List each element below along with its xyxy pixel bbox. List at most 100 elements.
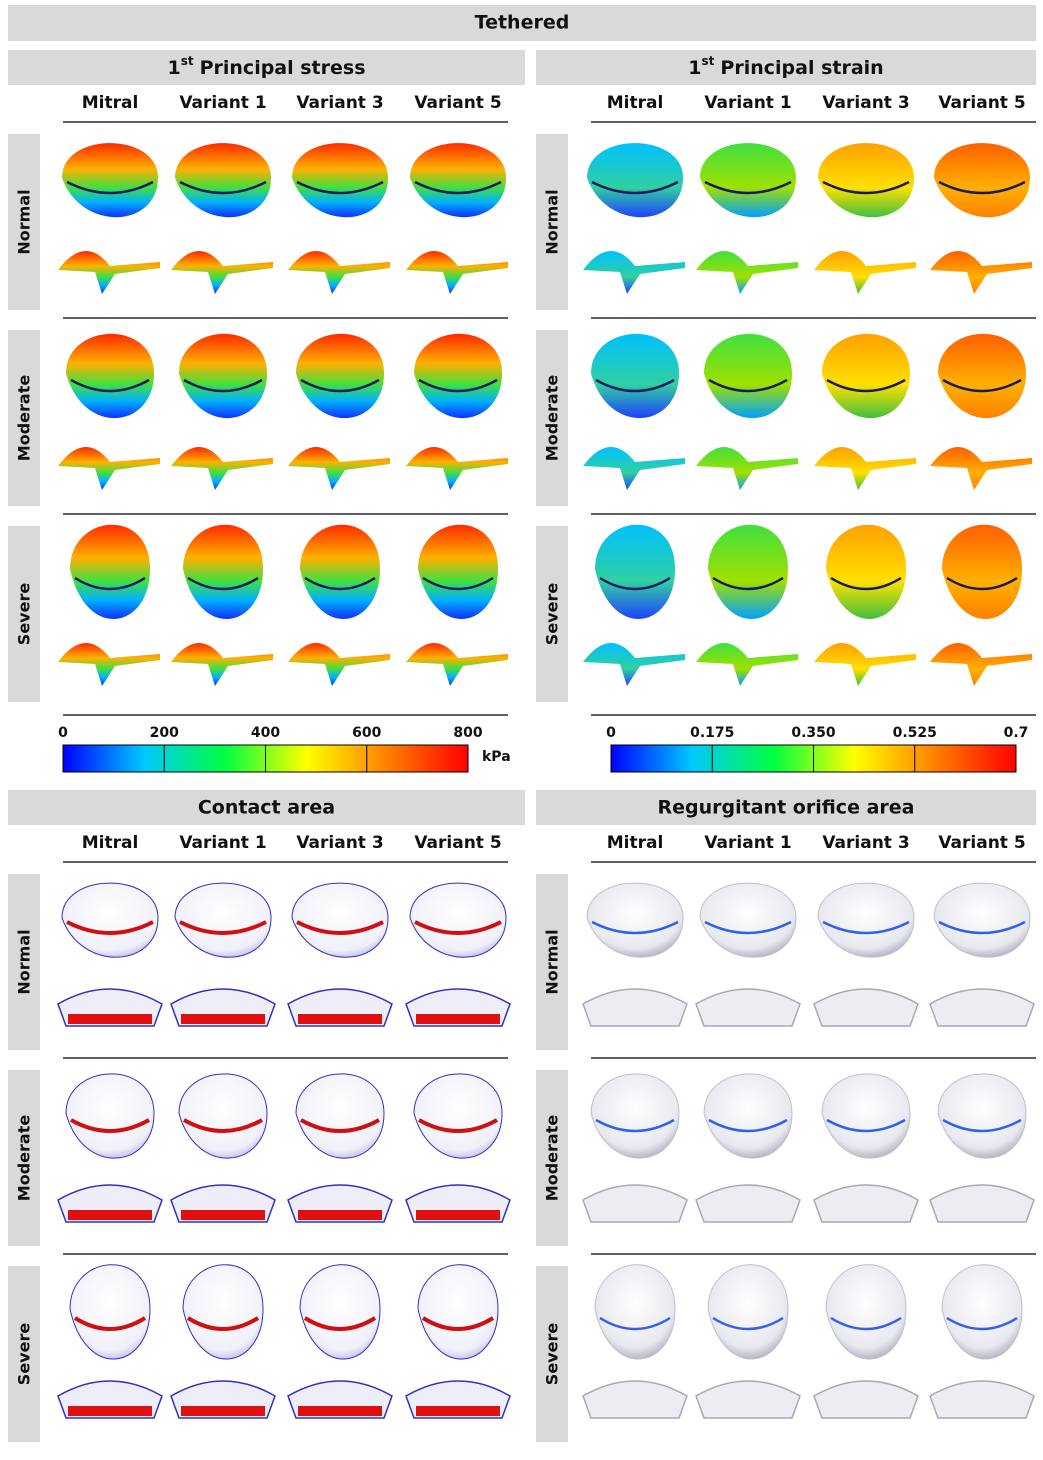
valve-side-view: [814, 1185, 918, 1222]
title-text: Principal stress: [200, 57, 366, 79]
valve-side-view: [58, 643, 160, 686]
valve-side-view: [814, 1381, 918, 1418]
column-label: Variant 5: [938, 93, 1025, 113]
valve-top-view: [410, 143, 506, 217]
valve-side-view: [814, 989, 918, 1026]
valve-top-view: [595, 525, 675, 619]
valve-top-view: [296, 334, 384, 418]
valve-top-view: [934, 143, 1030, 217]
column-label: Mitral: [82, 833, 139, 853]
column-label: Variant 3: [822, 833, 909, 853]
valve-side-view: [814, 643, 916, 686]
valve-side-view: [814, 251, 916, 294]
column-label: Variant 3: [822, 93, 909, 113]
valve-top-view: [70, 1265, 150, 1359]
valve-side-view: [696, 1381, 800, 1418]
title-number: 1: [688, 57, 701, 79]
column-label: Mitral: [82, 93, 139, 113]
valve-side-view: [930, 447, 1032, 490]
valve-side-view: [696, 989, 800, 1026]
figure-title: Tethered: [475, 12, 570, 34]
valve-top-view: [414, 1074, 502, 1158]
valve-top-view: [822, 1074, 910, 1158]
column-label: Mitral: [607, 93, 664, 113]
valve-top-view: [296, 1074, 384, 1158]
contact-band: [298, 1014, 382, 1024]
valve-side-view: [583, 1185, 687, 1222]
valve-top-view: [708, 1265, 788, 1359]
row-label: Normal: [15, 189, 34, 254]
valve-top-view: [414, 334, 502, 418]
valve-side-view: [583, 989, 687, 1026]
valve-side-view: [583, 1381, 687, 1418]
contact-band: [68, 1210, 152, 1220]
valve-side-view: [171, 643, 273, 686]
colorbar-tick-label: 800: [453, 725, 482, 741]
column-label: Variant 3: [296, 833, 383, 853]
valve-side-view: [583, 251, 685, 294]
row-label: Normal: [15, 929, 34, 994]
valve-top-view: [704, 334, 792, 418]
valve-side-view: [696, 1185, 800, 1222]
colorbar-tick-label: 600: [352, 725, 381, 741]
valve-top-view: [70, 525, 150, 619]
valve-side-view: [288, 251, 390, 294]
valve-top-view: [591, 1074, 679, 1158]
colorbar-tick-label: 0.525: [893, 725, 937, 741]
valve-top-view: [183, 525, 263, 619]
colorbar-tick-label: 0: [606, 725, 616, 741]
valve-top-view: [826, 525, 906, 619]
valve-side-view: [930, 643, 1032, 686]
valve-top-view: [818, 143, 914, 217]
colorbar-tick-label: 0: [58, 725, 68, 741]
contact-band: [68, 1014, 152, 1024]
valve-top-view: [591, 334, 679, 418]
valve-top-view: [826, 1265, 906, 1359]
valve-top-view: [818, 883, 914, 957]
valve-top-view: [183, 1265, 263, 1359]
valve-top-view: [938, 1074, 1026, 1158]
row-label: Moderate: [543, 375, 562, 462]
row-label: Moderate: [543, 1115, 562, 1202]
valve-top-view: [704, 1074, 792, 1158]
valve-side-view: [58, 447, 160, 490]
column-label: Variant 1: [179, 833, 266, 853]
valve-top-view: [410, 883, 506, 957]
valve-side-view: [930, 1185, 1034, 1222]
contact-band: [416, 1210, 500, 1220]
title-text: Principal strain: [720, 57, 883, 79]
valve-side-view: [930, 251, 1032, 294]
colorbar-unit: kPa: [482, 749, 511, 765]
valve-top-view: [179, 1074, 267, 1158]
valve-side-view: [406, 643, 508, 686]
valve-side-view: [696, 643, 798, 686]
valve-top-view: [179, 334, 267, 418]
colorbar-tick-label: 400: [251, 725, 280, 741]
valve-top-view: [700, 143, 796, 217]
title-superscript: st: [181, 54, 194, 68]
row-label: Severe: [15, 583, 34, 646]
valve-top-view: [700, 883, 796, 957]
valve-side-view: [288, 447, 390, 490]
colorbar-tick-label: 0.7: [1004, 725, 1029, 741]
row-label: Severe: [543, 583, 562, 646]
contact-band: [181, 1014, 265, 1024]
contact-band: [181, 1210, 265, 1220]
column-label: Variant 1: [704, 93, 791, 113]
valve-top-view: [418, 1265, 498, 1359]
valve-top-view: [292, 883, 388, 957]
valve-top-view: [300, 525, 380, 619]
valve-top-view: [587, 883, 683, 957]
title-superscript: st: [702, 54, 715, 68]
valve-side-view: [930, 989, 1034, 1026]
colorbar-tick-label: 0.175: [690, 725, 734, 741]
valve-top-view: [66, 334, 154, 418]
valve-side-view: [58, 251, 160, 294]
valve-top-view: [942, 1265, 1022, 1359]
contact-band: [416, 1406, 500, 1416]
contact-band: [298, 1406, 382, 1416]
title-number: 1: [167, 57, 180, 79]
panel-title: Contact area: [198, 797, 335, 819]
valve-top-view: [587, 143, 683, 217]
contact-band: [416, 1014, 500, 1024]
